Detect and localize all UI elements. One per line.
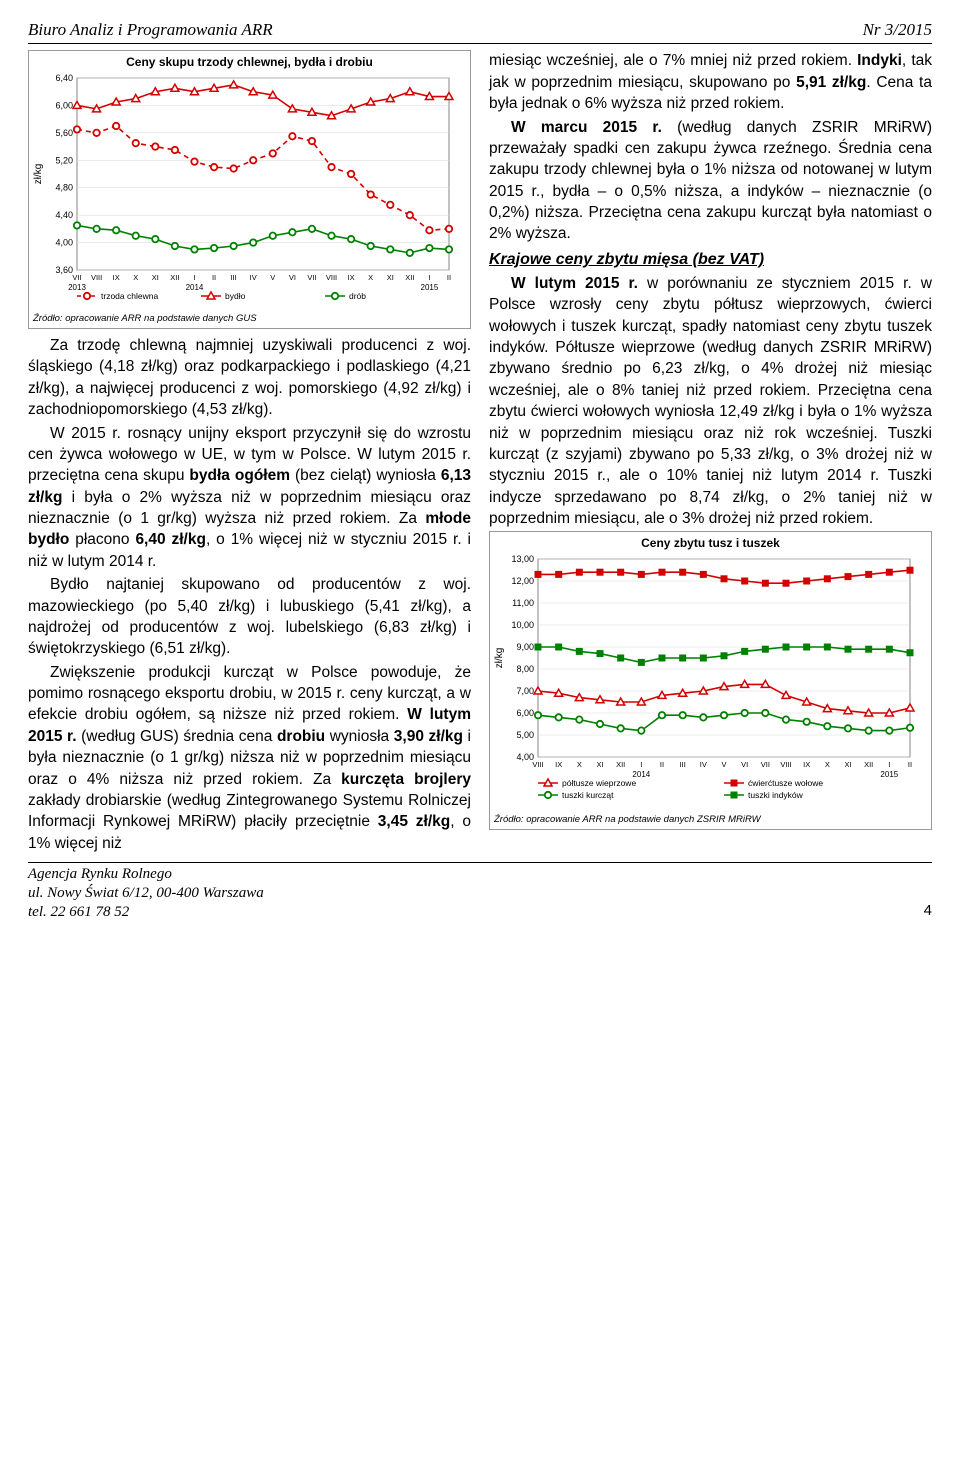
svg-text:11,00: 11,00 — [512, 598, 534, 608]
section-heading: Krajowe ceny zbytu mięsa (bez VAT) — [489, 249, 932, 271]
svg-text:I: I — [640, 760, 642, 769]
svg-text:I: I — [428, 273, 430, 282]
header-left: Biuro Analiz i Programowania ARR — [28, 18, 273, 41]
svg-text:ćwierćtusze wołowe: ćwierćtusze wołowe — [748, 778, 823, 788]
svg-text:XII: XII — [616, 760, 625, 769]
svg-text:XII: XII — [170, 273, 179, 282]
svg-text:X: X — [825, 760, 830, 769]
svg-text:I: I — [193, 273, 195, 282]
svg-text:II: II — [447, 273, 451, 282]
svg-text:4,80: 4,80 — [55, 183, 73, 193]
chart-meat-sale-prices: Ceny zbytu tusz i tuszek 13,00 12,00 11,00… — [489, 531, 932, 830]
left-column: Ceny skupu trzody chlewnej, bydła i drob… — [28, 50, 471, 856]
svg-text:VI: VI — [289, 273, 296, 282]
svg-text:9,00: 9,00 — [516, 642, 534, 652]
svg-text:IX: IX — [555, 760, 562, 769]
svg-text:5,00: 5,00 — [516, 730, 534, 740]
svg-text:V: V — [721, 760, 726, 769]
header-rule — [28, 43, 932, 44]
svg-text:VII: VII — [307, 273, 316, 282]
svg-text:tuszki indyków: tuszki indyków — [748, 790, 804, 800]
svg-text:VII: VII — [72, 273, 81, 282]
svg-text:8,00: 8,00 — [516, 664, 534, 674]
right-p1: miesiąc wcześniej, ale o 7% mniej niż pr… — [489, 50, 932, 114]
svg-text:III: III — [680, 760, 686, 769]
svg-text:3,60: 3,60 — [55, 265, 73, 275]
svg-text:XI: XI — [387, 273, 394, 282]
svg-text:4,00: 4,00 — [55, 238, 73, 248]
svg-text:I: I — [888, 760, 890, 769]
svg-text:II: II — [660, 760, 664, 769]
svg-text:V: V — [270, 273, 275, 282]
svg-text:II: II — [212, 273, 216, 282]
header-right: Nr 3/2015 — [863, 18, 932, 41]
svg-text:trzoda chlewna: trzoda chlewna — [101, 291, 158, 301]
svg-text:X: X — [577, 760, 582, 769]
svg-text:4,40: 4,40 — [55, 210, 73, 220]
svg-text:6,00: 6,00 — [55, 100, 73, 110]
svg-text:VIII: VIII — [780, 760, 791, 769]
chart1-svg: 6,406,005,605,204,804,404,003,60zł/kgVII… — [29, 72, 459, 312]
svg-text:5,20: 5,20 — [55, 155, 73, 165]
svg-text:XI: XI — [152, 273, 159, 282]
svg-text:X: X — [133, 273, 138, 282]
right-p3: W lutym 2015 r. w porównaniu ze stycznie… — [489, 273, 932, 530]
svg-text:VI: VI — [741, 760, 748, 769]
svg-text:XI: XI — [596, 760, 603, 769]
svg-text:zł/kg: zł/kg — [33, 164, 44, 185]
page-number: 4 — [924, 901, 932, 922]
chart-prices-livestock: Ceny skupu trzody chlewnej, bydła i drob… — [28, 50, 471, 329]
svg-text:IV: IV — [700, 760, 707, 769]
svg-text:XII: XII — [864, 760, 873, 769]
page-header: Biuro Analiz i Programowania ARR Nr 3/20… — [28, 18, 932, 41]
svg-text:12,00: 12,00 — [511, 576, 534, 586]
chart1-source: Źródło: opracowanie ARR na podstawie dan… — [29, 310, 470, 328]
svg-text:6,00: 6,00 — [516, 708, 534, 718]
right-column: miesiąc wcześniej, ale o 7% mniej niż pr… — [489, 50, 932, 856]
right-p2: W marcu 2015 r. (według danych ZSRIR MRi… — [489, 117, 932, 245]
svg-text:VIII: VIII — [532, 760, 543, 769]
svg-text:XII: XII — [405, 273, 414, 282]
svg-text:2014: 2014 — [186, 283, 204, 292]
chart1-title: Ceny skupu trzody chlewnej, bydła i drob… — [29, 51, 470, 72]
svg-text:7,00: 7,00 — [516, 686, 534, 696]
svg-text:bydło: bydło — [225, 291, 246, 301]
svg-text:2013: 2013 — [68, 283, 86, 292]
chart2-title: Ceny zbytu tusz i tuszek — [490, 532, 931, 553]
svg-text:IX: IX — [803, 760, 810, 769]
svg-text:XI: XI — [844, 760, 851, 769]
svg-text:tuszki kurcząt: tuszki kurcząt — [562, 790, 614, 800]
svg-text:VII: VII — [761, 760, 770, 769]
svg-text:III: III — [230, 273, 236, 282]
chart2-svg: 13,00 12,00 11,00 10,00 9,00 8,00 7,00 6,00 5,00… — [490, 553, 920, 813]
footer-address: Agencja Rynku Rolnego ul. Nowy Świat 6/1… — [28, 865, 264, 921]
svg-text:2015: 2015 — [421, 283, 439, 292]
svg-text:10,00: 10,00 — [511, 620, 534, 630]
left-p2: W 2015 r. rosnący unijny eksport przyczy… — [28, 423, 471, 573]
svg-text:VIII: VIII — [326, 273, 337, 282]
svg-text:13,00: 13,00 — [511, 554, 534, 564]
left-p4: Zwiększenie produkcji kurcząt w Polsce p… — [28, 662, 471, 854]
svg-text:4,00: 4,00 — [516, 752, 534, 762]
two-column-layout: Ceny skupu trzody chlewnej, bydła i drob… — [28, 50, 932, 856]
svg-text:zł/kg: zł/kg — [494, 648, 505, 669]
svg-text:5,60: 5,60 — [55, 128, 73, 138]
svg-text:IX: IX — [113, 273, 120, 282]
chart2-source: Źródło: opracowanie ARR na podstawie dan… — [490, 811, 931, 829]
svg-text:półtusze wieprzowe: półtusze wieprzowe — [562, 778, 636, 788]
svg-text:drób: drób — [349, 291, 366, 301]
svg-text:2015: 2015 — [880, 770, 898, 779]
svg-text:6,40: 6,40 — [55, 73, 73, 83]
svg-text:II: II — [908, 760, 912, 769]
svg-text:X: X — [368, 273, 373, 282]
svg-text:IV: IV — [250, 273, 257, 282]
page-footer: Agencja Rynku Rolnego ul. Nowy Świat 6/1… — [28, 862, 932, 921]
left-p1: Za trzodę chlewną najmniej uzyskiwali pr… — [28, 335, 471, 421]
svg-text:IX: IX — [348, 273, 355, 282]
left-p3: Bydło najtaniej skupowano od producentów… — [28, 574, 471, 660]
svg-text:VIII: VIII — [91, 273, 102, 282]
